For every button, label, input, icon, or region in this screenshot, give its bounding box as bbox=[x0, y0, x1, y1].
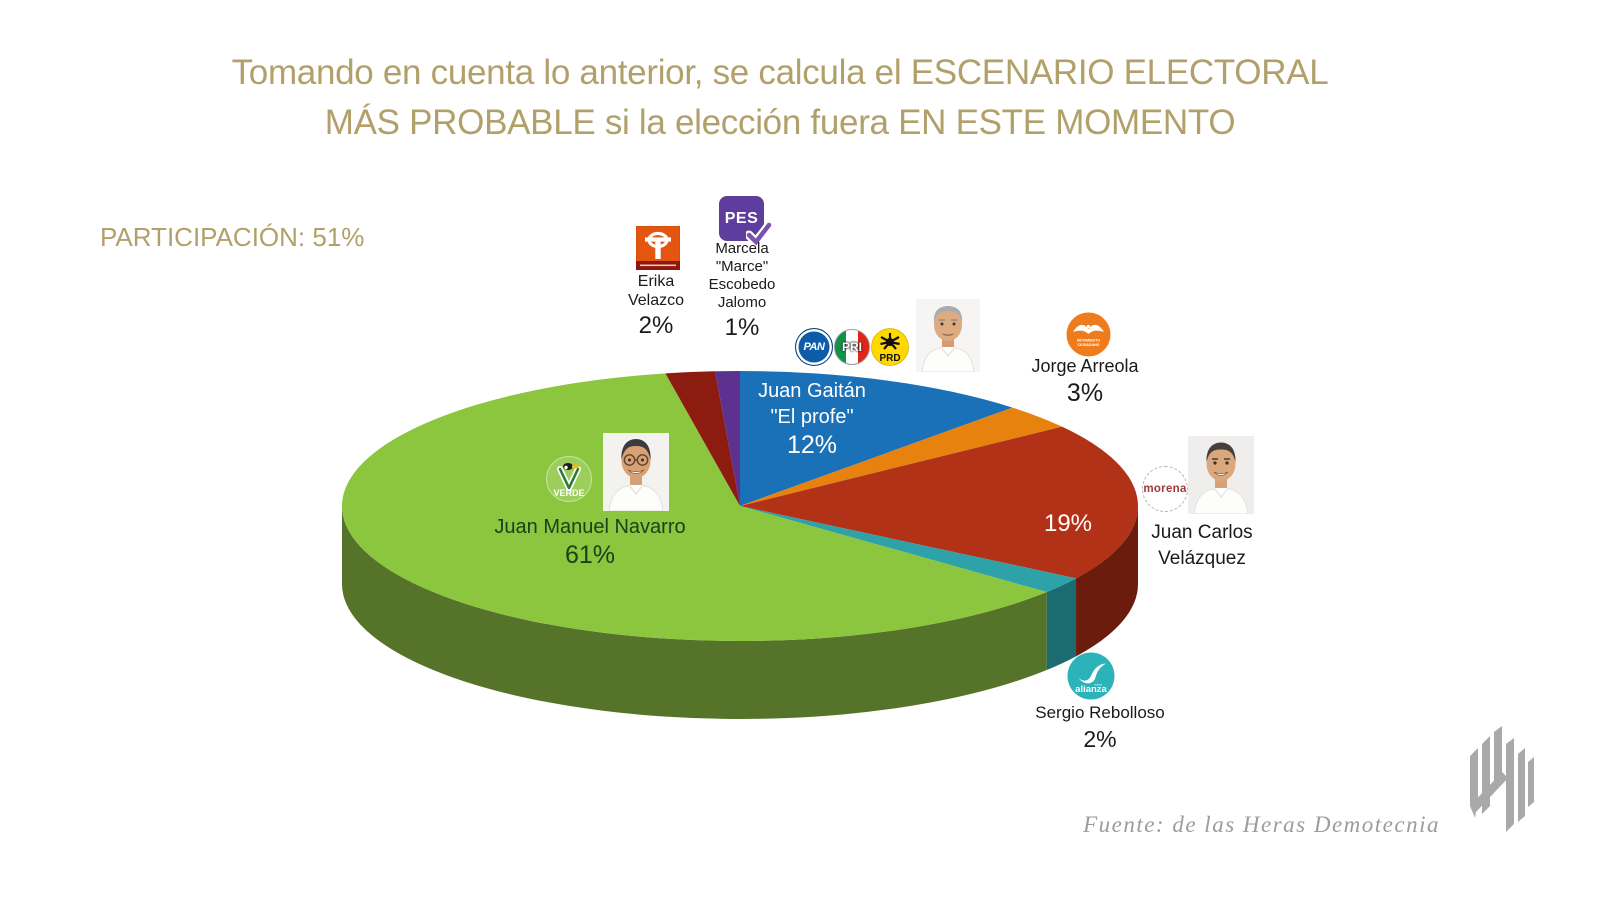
morena-party-logo: morena bbox=[1142, 466, 1188, 512]
candidate-name: Marcela bbox=[715, 240, 769, 257]
candidate-name: Jorge Arreola bbox=[1031, 356, 1139, 376]
candidate-name: Velazco bbox=[627, 292, 685, 309]
candidate-name: Velázquez bbox=[1158, 548, 1246, 569]
pie-slice bbox=[341, 373, 1047, 641]
label-juan-gaitan: Juan Gaitán "El profe" 12% bbox=[727, 378, 897, 460]
callout-marcela-escobedo: Marcela "Marce" Escobedo Jalomo 1% bbox=[686, 240, 798, 342]
title-line-1: Tomando en cuenta lo anterior, se calcul… bbox=[231, 53, 1329, 92]
pie-slice bbox=[740, 407, 1062, 506]
source-credit: Fuente: de las Heras Demotecnia bbox=[1083, 812, 1440, 837]
candidate-name: Escobedo bbox=[708, 276, 776, 293]
pie-slice bbox=[740, 506, 1077, 593]
callout-jorge-arreola: Jorge Arreola 3% bbox=[1005, 355, 1165, 407]
title-line-2: MÁS PROBABLE si la elección fuera EN EST… bbox=[324, 103, 1236, 142]
pan-party-logo: PAN bbox=[795, 328, 833, 366]
callout-juan-manuel-navarro: Juan Manuel Navarro 61% bbox=[465, 515, 715, 570]
pie-slice-side bbox=[1046, 578, 1077, 671]
mc-logo-text-2: CIUDADANO bbox=[1078, 343, 1100, 347]
pie-slice bbox=[740, 371, 1013, 506]
candidate-percent: 1% bbox=[724, 314, 760, 341]
pes-logo-text: PES bbox=[724, 209, 759, 227]
photo-juan-carlos-velazquez bbox=[1188, 436, 1254, 514]
pie-slice bbox=[665, 371, 740, 506]
candidate-percent: 61% bbox=[564, 541, 616, 569]
callout-juan-carlos-velazquez: Juan Carlos Velázquez bbox=[1122, 520, 1282, 572]
pes-party-logo: PES bbox=[719, 196, 764, 241]
candidate-name: "El profe" bbox=[770, 406, 854, 428]
prd-logo-text: PRD bbox=[879, 353, 900, 364]
verde-logo-text: VERDE bbox=[553, 488, 584, 498]
alianza-party-logo: nueva alianza bbox=[1067, 652, 1115, 700]
candidate-name: Juan Gaitán bbox=[758, 380, 866, 402]
callout-sergio-rebolloso: Sergio Rebolloso 2% bbox=[1015, 702, 1185, 753]
candidate-percent: 3% bbox=[1066, 379, 1104, 407]
participation-label: PARTICIPACIÓN: 51% bbox=[100, 222, 365, 252]
morena-logo-text: morena bbox=[1143, 483, 1187, 495]
candidate-percent: 12% bbox=[786, 431, 838, 459]
verde-party-logo: VERDE bbox=[546, 456, 592, 502]
photo-juan-manuel-navarro bbox=[603, 433, 669, 511]
pie-slice bbox=[740, 426, 1139, 579]
candidate-percent: 2% bbox=[1083, 726, 1117, 752]
callout-erika-velazco: Erika Velazco 2% bbox=[596, 272, 716, 340]
candidate-name: Jalomo bbox=[717, 294, 767, 311]
candidate-name: Juan Manuel Navarro bbox=[494, 516, 686, 538]
de-las-heras-logo bbox=[1470, 726, 1534, 832]
pes-checkmark-icon bbox=[746, 222, 772, 246]
photo-juan-gaitan bbox=[916, 299, 980, 372]
pt-party-logo bbox=[636, 226, 680, 270]
mc-logo-text-1: MOVIMIENTO bbox=[1077, 339, 1100, 343]
label-percent-velazquez: 19% bbox=[1043, 510, 1093, 537]
pie-slice-side bbox=[342, 506, 1047, 719]
page-title: Tomando en cuenta lo anterior, se calcul… bbox=[80, 48, 1480, 148]
candidate-name: Juan Carlos bbox=[1151, 522, 1253, 543]
pan-logo-text: PAN bbox=[803, 341, 825, 353]
pri-logo-text: PRI bbox=[841, 340, 862, 354]
prd-party-logo: PRD bbox=[871, 328, 909, 366]
candidate-name: Sergio Rebolloso bbox=[1035, 703, 1165, 722]
alianza-logo-text: alianza bbox=[1075, 684, 1107, 695]
candidate-percent: 2% bbox=[638, 312, 674, 339]
candidate-name: "Marce" bbox=[715, 258, 769, 275]
candidate-name: Erika bbox=[637, 273, 675, 290]
pie-slice-side bbox=[1076, 506, 1138, 657]
pie-slice bbox=[715, 371, 740, 506]
alianza-logo-small-text: nueva bbox=[1094, 683, 1103, 687]
pri-party-logo: PRI bbox=[834, 329, 870, 365]
movimiento-ciudadano-party-logo: MOVIMIENTO CIUDADANO bbox=[1066, 312, 1111, 357]
